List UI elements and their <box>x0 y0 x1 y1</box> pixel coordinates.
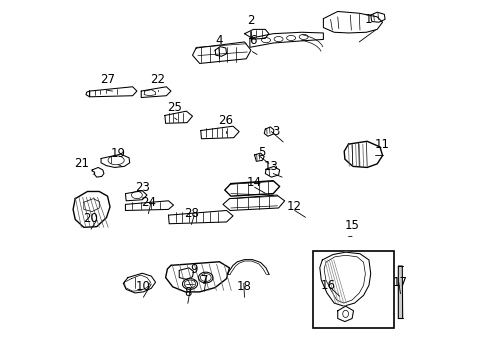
Bar <box>313 251 393 328</box>
Text: 27: 27 <box>100 73 115 86</box>
Polygon shape <box>324 255 365 303</box>
Polygon shape <box>125 191 147 201</box>
Polygon shape <box>223 195 284 211</box>
Text: 7: 7 <box>200 274 208 287</box>
Polygon shape <box>215 46 226 56</box>
Text: 26: 26 <box>218 114 233 127</box>
Polygon shape <box>92 167 104 177</box>
Text: 9: 9 <box>190 263 198 276</box>
Text: 13: 13 <box>263 160 278 173</box>
Text: 21: 21 <box>75 157 89 170</box>
Text: 17: 17 <box>392 276 407 289</box>
Text: 12: 12 <box>286 200 301 213</box>
Polygon shape <box>179 268 193 279</box>
Polygon shape <box>244 30 268 39</box>
Polygon shape <box>192 42 250 63</box>
Polygon shape <box>323 12 382 33</box>
Text: 8: 8 <box>184 286 191 299</box>
Text: 10: 10 <box>136 280 150 293</box>
Polygon shape <box>164 111 192 123</box>
Text: 3: 3 <box>272 125 279 138</box>
Text: 19: 19 <box>111 147 125 160</box>
Polygon shape <box>123 273 155 293</box>
Polygon shape <box>201 126 239 139</box>
Text: 5: 5 <box>257 146 265 159</box>
Text: 28: 28 <box>183 207 199 220</box>
Text: 4: 4 <box>215 34 223 47</box>
Polygon shape <box>165 262 229 292</box>
Polygon shape <box>344 141 382 167</box>
Text: 25: 25 <box>167 101 182 114</box>
Polygon shape <box>83 199 99 212</box>
Polygon shape <box>73 192 110 227</box>
Polygon shape <box>144 90 155 96</box>
Polygon shape <box>398 266 402 319</box>
Text: 2: 2 <box>247 14 254 27</box>
Text: 6: 6 <box>248 34 256 47</box>
Polygon shape <box>264 127 273 136</box>
Polygon shape <box>168 211 233 224</box>
Polygon shape <box>370 12 384 22</box>
Polygon shape <box>249 32 323 47</box>
Text: 24: 24 <box>141 197 156 210</box>
Polygon shape <box>224 181 279 196</box>
Polygon shape <box>319 252 370 306</box>
Text: 15: 15 <box>344 219 359 232</box>
Polygon shape <box>124 275 150 291</box>
Polygon shape <box>265 166 279 177</box>
Text: 11: 11 <box>374 138 389 150</box>
Polygon shape <box>125 201 173 211</box>
Polygon shape <box>86 91 89 97</box>
Text: 18: 18 <box>237 280 251 293</box>
Polygon shape <box>254 153 264 161</box>
Polygon shape <box>89 87 137 97</box>
Text: 20: 20 <box>83 212 98 225</box>
Text: 14: 14 <box>246 176 261 189</box>
Text: 23: 23 <box>135 181 149 194</box>
Polygon shape <box>337 306 353 321</box>
Text: 1: 1 <box>364 13 371 26</box>
Polygon shape <box>101 154 129 167</box>
Polygon shape <box>141 87 171 98</box>
Text: 22: 22 <box>150 73 165 86</box>
Text: 16: 16 <box>320 279 335 292</box>
